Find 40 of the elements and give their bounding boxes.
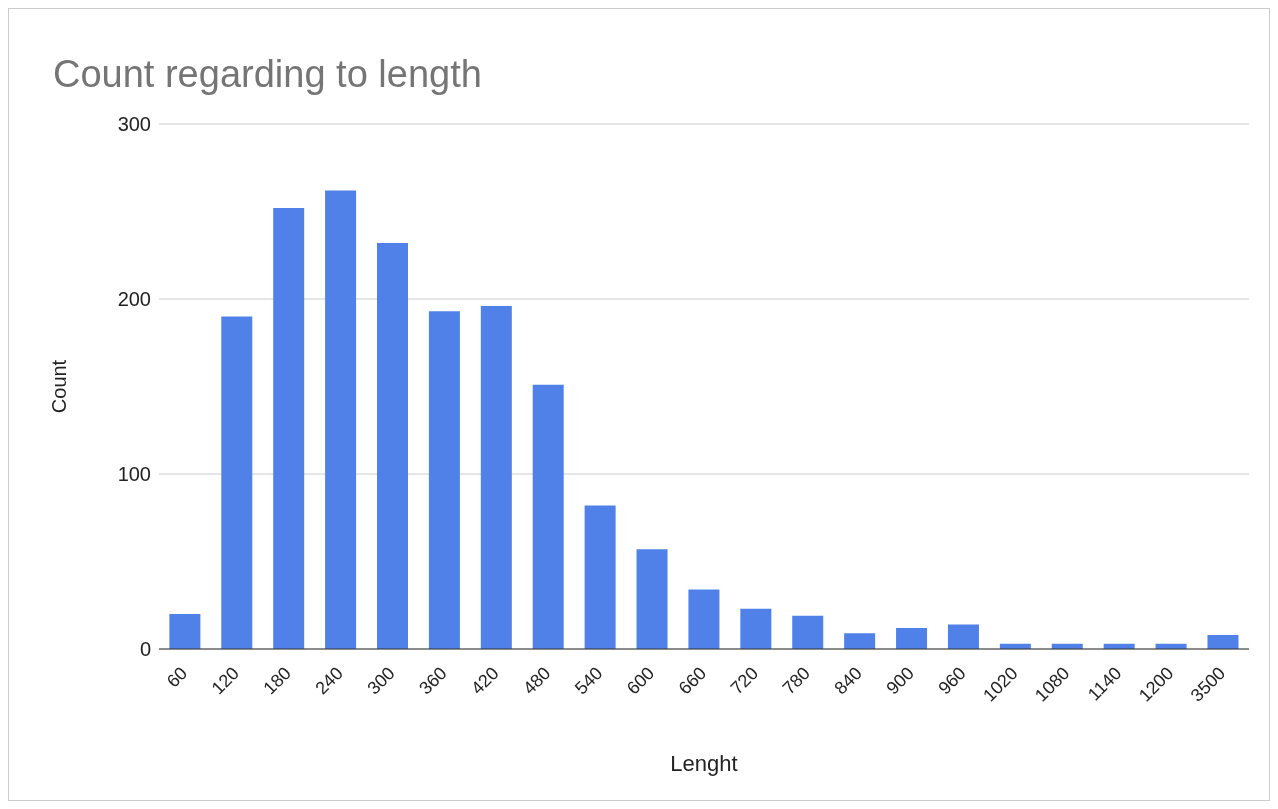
y-tick-label: 300 xyxy=(117,113,151,136)
y-tick-label: 0 xyxy=(139,638,151,661)
x-tick-label: 600 xyxy=(622,663,659,699)
x-tick-label: 240 xyxy=(311,663,347,699)
bar xyxy=(377,243,408,649)
x-tick-label: 960 xyxy=(934,663,970,699)
x-tick-label: 900 xyxy=(882,663,918,699)
bar xyxy=(1207,635,1239,649)
bar xyxy=(480,306,512,649)
bar xyxy=(947,624,979,649)
bar xyxy=(532,384,564,649)
x-tick-label: 780 xyxy=(778,663,814,699)
bar xyxy=(636,549,668,649)
x-tick-label: 60 xyxy=(162,663,192,692)
x-tick-label: 720 xyxy=(726,663,763,699)
x-tick-label: 300 xyxy=(363,663,399,699)
x-tick-label: 360 xyxy=(415,663,451,699)
bar xyxy=(428,311,460,649)
x-tick-label: 120 xyxy=(207,663,244,699)
x-tick-label: 420 xyxy=(467,663,503,699)
chart-title: Count regarding to length xyxy=(53,53,482,96)
y-tick-label: 100 xyxy=(117,463,151,486)
bar xyxy=(584,505,616,649)
bar xyxy=(273,208,305,649)
bar xyxy=(688,589,720,649)
bar xyxy=(169,614,201,649)
bar xyxy=(740,608,772,649)
bar xyxy=(325,190,357,649)
x-tick-label: 540 xyxy=(570,663,607,699)
x-tick-label: 180 xyxy=(259,663,295,699)
x-tick-label: 840 xyxy=(830,663,866,699)
bar xyxy=(221,316,253,649)
x-tick-label: 480 xyxy=(519,663,555,699)
bar xyxy=(896,628,928,649)
y-axis-title: Count xyxy=(48,359,71,414)
bar xyxy=(844,633,876,649)
bar xyxy=(792,615,824,649)
x-axis-title: Lenght xyxy=(670,751,738,776)
y-tick-label: 200 xyxy=(117,288,151,311)
x-tick-label: 660 xyxy=(674,663,711,699)
